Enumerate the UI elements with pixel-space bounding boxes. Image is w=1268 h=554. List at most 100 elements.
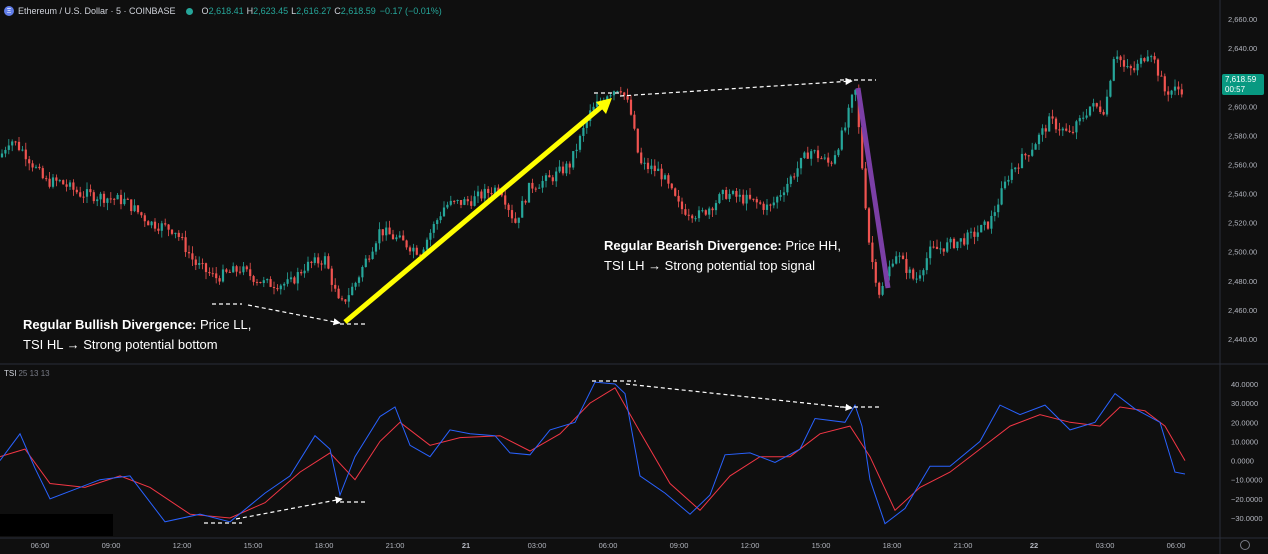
time-tick-label: 15:00: [812, 541, 831, 550]
candle-body: [1150, 56, 1153, 58]
candle-body: [480, 191, 483, 199]
candle-body: [874, 262, 877, 283]
candle-body: [942, 248, 945, 252]
time-tick-label: 06:00: [1167, 541, 1186, 550]
settings-gear-icon[interactable]: [1240, 540, 1250, 550]
candle-body: [357, 277, 361, 283]
candle-body: [62, 180, 65, 185]
candle-body: [245, 266, 248, 270]
symbol-title[interactable]: Ethereum / U.S. Dollar · 5 · COINBASE: [18, 6, 176, 16]
candle-body: [398, 235, 401, 238]
candle-body: [123, 198, 126, 205]
candle-body: [14, 141, 17, 143]
low-label: L: [291, 6, 297, 16]
candle-body: [228, 271, 231, 273]
candle-body: [177, 232, 180, 237]
candle-body: [65, 184, 68, 187]
bullish-text-1: Price LL,: [196, 317, 252, 332]
candle-body: [558, 166, 561, 172]
candle-body: [109, 198, 112, 200]
candle-body: [221, 269, 225, 282]
candle-body: [881, 285, 884, 295]
tsi-legend[interactable]: TSI 25 13 13: [4, 369, 50, 378]
candles-group: [0, 50, 1183, 308]
candle-body: [1085, 115, 1088, 118]
candle-body: [211, 273, 214, 275]
candle-body: [633, 114, 636, 129]
candle-body: [840, 130, 843, 150]
candle-body: [776, 196, 779, 203]
time-tick-label: 22: [1030, 541, 1038, 550]
candle-body: [619, 91, 622, 93]
candle-body: [762, 203, 765, 210]
candle-body: [133, 205, 136, 212]
candle-body: [204, 263, 208, 273]
candle-body: [48, 178, 51, 187]
candle-body: [646, 162, 650, 170]
candle-body: [28, 159, 31, 164]
candle-body: [769, 204, 772, 206]
time-tick-label: 18:00: [883, 541, 902, 550]
candle-body: [1061, 128, 1064, 131]
candle-body: [806, 152, 809, 159]
candle-body: [96, 199, 99, 202]
candle-body: [626, 95, 629, 100]
symbol-header: Ξ Ethereum / U.S. Dollar · 5 · COINBASE …: [4, 4, 442, 18]
candle-body: [313, 257, 316, 263]
candle-body: [922, 270, 925, 276]
candle-body: [334, 284, 337, 289]
candle-body: [1170, 90, 1173, 95]
candle-body: [456, 199, 459, 201]
time-tick-label: 15:00: [244, 541, 263, 550]
candle-body: [347, 295, 350, 302]
candle-body: [803, 152, 806, 158]
candle-body: [612, 91, 616, 96]
candle-body: [174, 232, 177, 234]
candle-body: [136, 205, 140, 213]
candle-body: [415, 247, 418, 255]
candle-body: [793, 176, 796, 178]
candle-body: [582, 127, 585, 136]
candle-body: [446, 204, 449, 208]
candle-body: [796, 168, 799, 177]
candle-body: [402, 235, 405, 241]
candle-body: [861, 127, 864, 169]
candle-body: [1116, 56, 1119, 60]
candle-body: [721, 189, 724, 195]
candle-body: [1129, 66, 1132, 69]
close-value: 2,618.59: [340, 6, 376, 16]
candle-body: [75, 189, 78, 193]
candle-body: [327, 256, 330, 269]
tsi-line: [0, 381, 1186, 525]
purple-trend-line: [855, 87, 891, 289]
price-tick-label: 2,560.00: [1228, 160, 1257, 169]
candle-body: [742, 194, 745, 204]
candle-body: [157, 228, 160, 231]
tsi-tick-label: −30.0000: [1231, 514, 1263, 523]
candle-body: [1167, 91, 1170, 95]
open-value: 2,618.41: [208, 6, 244, 16]
candle-body: [986, 221, 990, 229]
candle-body: [1020, 153, 1024, 169]
candle-body: [289, 277, 293, 280]
candle-body: [99, 193, 102, 200]
candle-body: [684, 209, 687, 215]
candle-body: [636, 128, 639, 153]
candle-body: [449, 200, 452, 205]
candle-body: [731, 190, 735, 194]
candle-body: [310, 261, 313, 263]
time-tick-label: 03:00: [528, 541, 547, 550]
candle-body: [765, 204, 769, 210]
candle-body: [640, 152, 643, 164]
price-tick-label: 2,440.00: [1228, 335, 1257, 344]
candle-body: [504, 195, 507, 205]
candle-body: [198, 263, 201, 265]
candle-body: [344, 299, 347, 302]
candle-body: [1139, 58, 1143, 64]
candle-body: [130, 199, 133, 212]
candle-body: [667, 175, 670, 184]
tsi-signal-line: [0, 387, 1186, 519]
candle-body: [711, 208, 714, 211]
